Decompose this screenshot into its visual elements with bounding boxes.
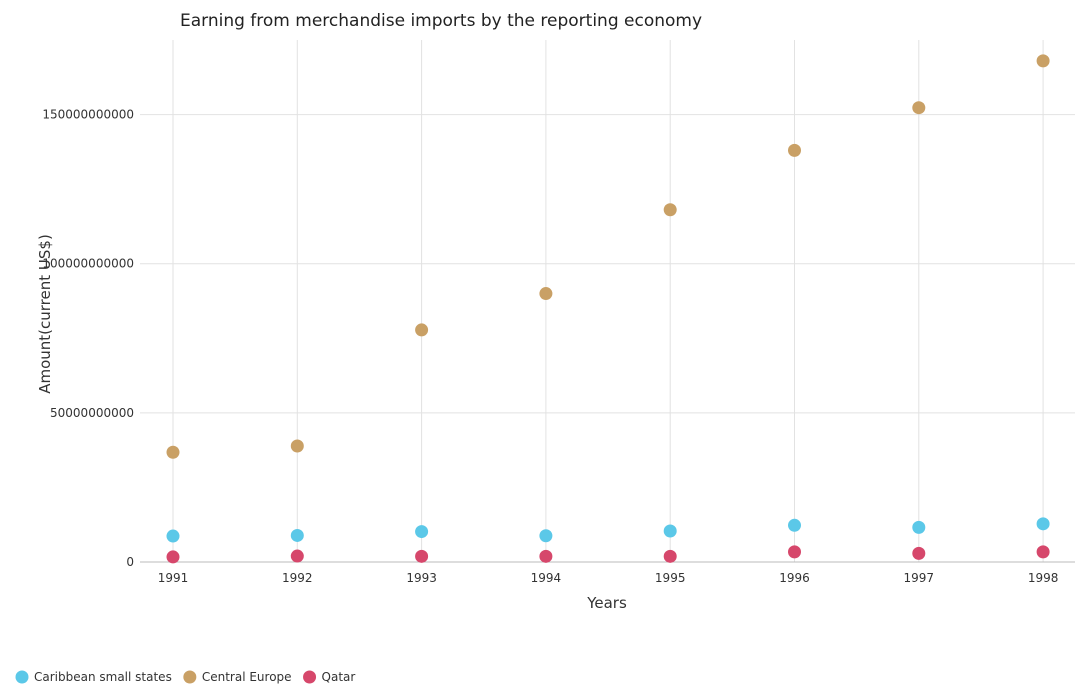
data-point-caribbean-small-states [415, 525, 429, 539]
data-point-caribbean-small-states [912, 520, 926, 534]
x-tick-label: 1997 [904, 571, 935, 585]
data-point-qatar [539, 549, 553, 563]
data-point-central-europe [539, 287, 553, 301]
legend-label: Qatar [322, 670, 356, 684]
data-point-central-europe [415, 323, 429, 337]
x-tick-label: 1992 [282, 571, 313, 585]
data-point-caribbean-small-states [290, 528, 304, 542]
data-point-central-europe [290, 439, 304, 453]
y-axis-ticks: 0 50000000000 100000000000 150000000000 [42, 108, 134, 569]
x-axis-ticks: 1991 1992 1993 1994 1995 1996 1997 1998 [158, 571, 1059, 585]
data-point-caribbean-small-states [166, 529, 180, 543]
x-tick-label: 1996 [779, 571, 810, 585]
chart-title: Earning from merchandise imports by the … [180, 11, 702, 31]
data-point-qatar [166, 550, 180, 564]
legend-label: Central Europe [202, 670, 292, 684]
legend-marker [15, 670, 29, 684]
y-tick-label: 150000000000 [42, 108, 134, 122]
y-tick-label: 0 [126, 555, 134, 569]
data-point-qatar [788, 545, 801, 559]
data-point-central-europe [1036, 54, 1050, 68]
data-point-central-europe [166, 445, 180, 459]
x-tick-label: 1991 [158, 571, 189, 585]
data-point-caribbean-small-states [539, 529, 553, 543]
legend-label: Caribbean small states [34, 670, 172, 684]
data-points [166, 54, 1050, 564]
legend: Caribbean small states Central Europe Qata… [15, 670, 356, 684]
data-point-central-europe [788, 143, 801, 157]
data-point-central-europe [912, 101, 926, 115]
data-point-qatar [1036, 545, 1050, 559]
grid [140, 40, 1075, 563]
data-point-central-europe [663, 203, 677, 217]
data-point-qatar [415, 549, 429, 563]
x-axis-label: Years [586, 594, 627, 612]
data-point-caribbean-small-states [1036, 517, 1050, 531]
x-tick-label: 1993 [406, 571, 437, 585]
y-tick-label: 100000000000 [42, 257, 134, 271]
y-tick-label: 50000000000 [50, 406, 134, 420]
data-point-caribbean-small-states [663, 524, 677, 538]
legend-marker [303, 670, 317, 684]
data-point-qatar [290, 549, 304, 563]
data-point-qatar [912, 546, 926, 560]
y-axis-label: Amount(current US$) [36, 234, 54, 394]
x-tick-label: 1994 [531, 571, 562, 585]
x-tick-label: 1998 [1028, 571, 1059, 585]
legend-marker [183, 670, 197, 684]
data-point-caribbean-small-states [788, 518, 801, 532]
data-point-qatar [663, 549, 677, 563]
x-tick-label: 1995 [655, 571, 686, 585]
